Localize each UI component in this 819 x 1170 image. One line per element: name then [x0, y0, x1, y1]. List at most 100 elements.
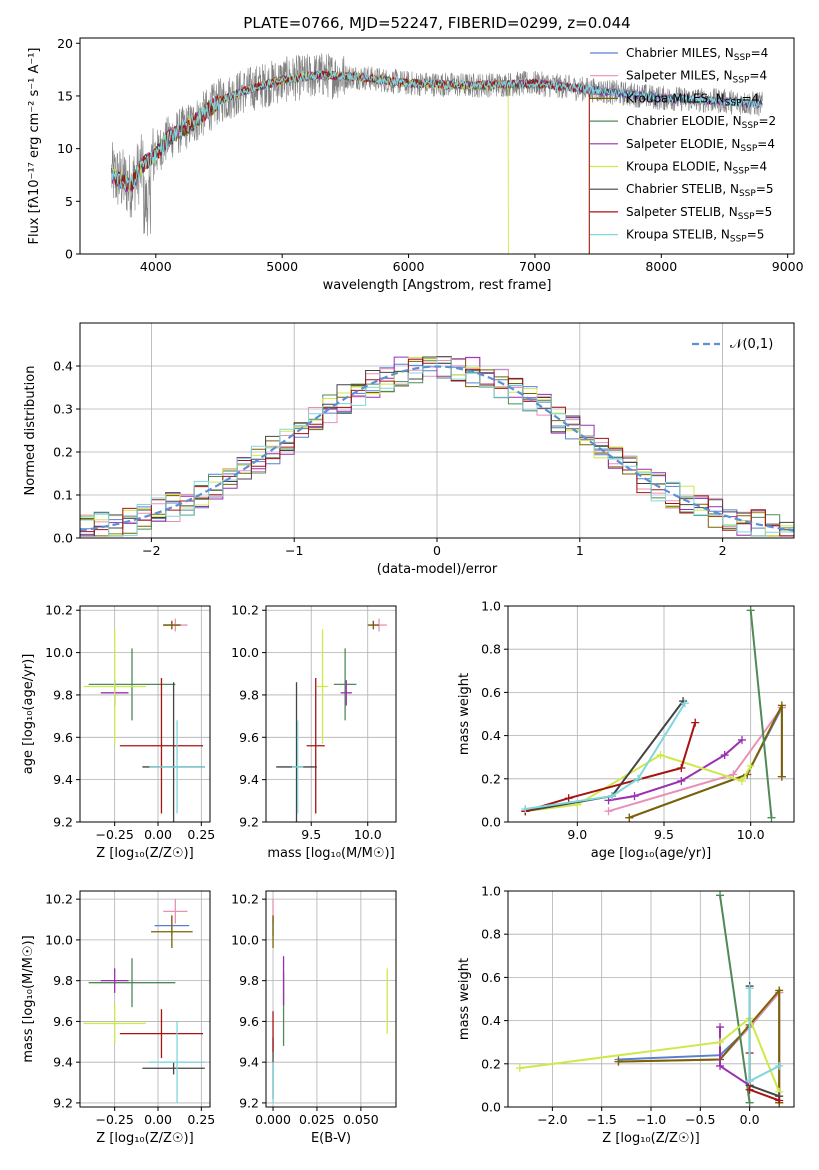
legend-label: Chabrier STELIB, NSSP=5	[626, 182, 774, 199]
weight-marker	[634, 774, 642, 783]
weight-series-5	[519, 1016, 781, 1093]
x-tick-label: 0.00	[144, 1112, 172, 1127]
x-tick-label: 10.0	[737, 827, 765, 842]
x-tick-label: 0.00	[144, 827, 172, 842]
weight-series-3	[719, 895, 751, 1103]
y-axis-label: Normed distribution	[23, 366, 38, 496]
y-tick-label: 0.6	[481, 685, 501, 700]
y-tick-label: 0.2	[481, 771, 501, 786]
weight-marker	[630, 792, 639, 801]
weight-marker	[729, 770, 738, 779]
plot-area-spectrum	[111, 53, 763, 254]
weight-marker	[745, 1085, 754, 1094]
x-tick-label: −0.25	[96, 1112, 134, 1127]
weight-marker	[716, 1061, 725, 1070]
legend-label: Salpeter ELODIE, NSSP=4	[626, 137, 775, 154]
plot-area-residuals	[80, 356, 794, 538]
weight-marker	[515, 1064, 524, 1073]
weight-marker	[604, 796, 613, 805]
plot-area-age-vs-weight	[521, 606, 786, 822]
weight-marker	[680, 699, 689, 708]
y-tick-label: 0.0	[481, 815, 501, 830]
plot-area-mass-vs-age	[276, 618, 387, 822]
x-tick-label: −2	[142, 543, 160, 558]
weight-marker	[746, 606, 755, 615]
plot-area-ebv-vs-mass	[272, 899, 388, 1103]
axes-frame	[265, 605, 397, 823]
y-tick-label: 0.3	[53, 402, 73, 417]
weight-marker	[746, 761, 755, 770]
weight-series-3	[749, 610, 773, 818]
y-tick-label: 0.2	[481, 1056, 501, 1071]
spectrum-legend: Chabrier MILES, NSSP=4 Salpeter MILES, NS…	[590, 46, 776, 245]
x-tick-label: 4000	[140, 259, 172, 274]
y-axis-label: Flux [fλ10⁻¹⁷ erg cm⁻² s⁻¹ A⁻¹]	[27, 48, 42, 245]
y-tick-label: 9.8	[239, 687, 259, 702]
y-tick-label: 10.2	[45, 892, 73, 907]
weight-marker	[691, 718, 700, 727]
y-tick-label: 20	[57, 36, 73, 51]
weight-marker	[625, 813, 634, 822]
x-tick-label: −1.0	[636, 1112, 666, 1127]
weight-marker	[767, 813, 776, 822]
weight-marker	[775, 1061, 784, 1070]
legend-label: Kroupa STELIB, NSSP=5	[626, 228, 764, 245]
x-tick-label: 0.25	[187, 827, 215, 842]
x-tick-label: 0.25	[187, 1112, 215, 1127]
weight-marker	[777, 772, 786, 781]
weight-marker	[738, 735, 746, 744]
weight-marker	[604, 807, 613, 816]
x-axis-label: Z [log₁₀(Z/Z☉)]	[602, 1131, 699, 1146]
weight-marker	[775, 986, 784, 995]
y-tick-label: 9.4	[53, 1055, 73, 1070]
y-tick-label: 0.0	[53, 531, 73, 546]
x-tick-label: 1	[576, 543, 584, 558]
plot-area-z-vs-mass	[83, 899, 205, 1103]
x-axis-label: (data-model)/error	[377, 562, 498, 577]
axes-frame	[265, 890, 397, 1108]
weight-marker	[677, 764, 686, 772]
panel-z-vs-age: −0.25 0.00 0.25 9.2 9.4 9.6 9.8 10.0 10.2 Z [log₁…	[21, 603, 215, 861]
weight-marker	[614, 1057, 623, 1066]
y-tick-label: 9.4	[239, 1055, 259, 1070]
y-tick-label: 15	[57, 88, 73, 103]
panel-z-vs-weight: −2.0 −1.5 −1.0 −0.5 0.0 0.0 0.2 0.4 0.6 0.8 1.0 Z […	[457, 884, 795, 1146]
x-tick-label: 9.5	[654, 827, 674, 842]
panels: 4000 5000 6000 7000 8000 900005101520waveleng…	[21, 36, 804, 1146]
y-axis-label: mass weight	[457, 958, 472, 1040]
y-tick-label: 10.0	[45, 932, 73, 947]
legend-label: Salpeter STELIB, NSSP=5	[626, 205, 772, 222]
x-tick-label: 2	[719, 543, 727, 558]
y-tick-label: 9.4	[53, 772, 73, 787]
x-axis-label: wavelength [Angstrom, rest frame]	[323, 278, 552, 293]
panel-ebv-vs-mass: 0.000 0.025 0.050 9.2 9.4 9.6 9.8 10.0 10.2 E(B-V…	[231, 890, 397, 1146]
weight-marker	[716, 1038, 725, 1047]
axes-frame	[507, 605, 795, 823]
weight-series-7	[525, 722, 697, 813]
y-tick-label: 1.0	[481, 884, 501, 899]
y-tick-label: 9.4	[239, 772, 259, 787]
normal-curve	[80, 365, 794, 532]
axes-frame	[79, 37, 795, 255]
legend-label: 𝒩(0,1)	[730, 337, 773, 352]
x-axis-label: Z [log₁₀(Z/Z☉)]	[96, 1131, 193, 1146]
x-tick-label: 0.000	[255, 1112, 291, 1127]
x-tick-label: −0.5	[685, 1112, 715, 1127]
panel-mass-vs-age: 9.5 10.0 9.2 9.4 9.6 9.8 10.0 10.2 mass [log₁₀(M…	[231, 603, 397, 861]
weight-marker	[677, 776, 686, 785]
y-tick-label: 1.0	[481, 599, 501, 614]
x-axis-label: Z [log₁₀(Z/Z☉)]	[96, 846, 193, 861]
y-tick-label: 0.6	[481, 970, 501, 985]
panel-spectrum: 4000 5000 6000 7000 8000 9000 0 5 10 15 20 waveleng…	[27, 36, 804, 293]
legend-label: Chabrier ELODIE, NSSP=2	[626, 114, 776, 131]
legend-label: Salpeter MILES, NSSP=4	[626, 69, 767, 86]
x-tick-label: 0	[433, 543, 441, 558]
y-tick-label: 0.2	[53, 445, 73, 460]
weight-marker	[656, 751, 665, 760]
legend-label: Kroupa MILES, NSSP=4	[626, 91, 759, 108]
y-tick-label: 10.2	[231, 892, 259, 907]
x-tick-label: 0.025	[299, 1112, 335, 1127]
y-tick-label: 10.0	[45, 645, 73, 660]
panel-residuals: −2 −1 0 1 2 0.0 0.1 0.2 0.3 0.4 (data-model)/error…	[23, 322, 795, 577]
